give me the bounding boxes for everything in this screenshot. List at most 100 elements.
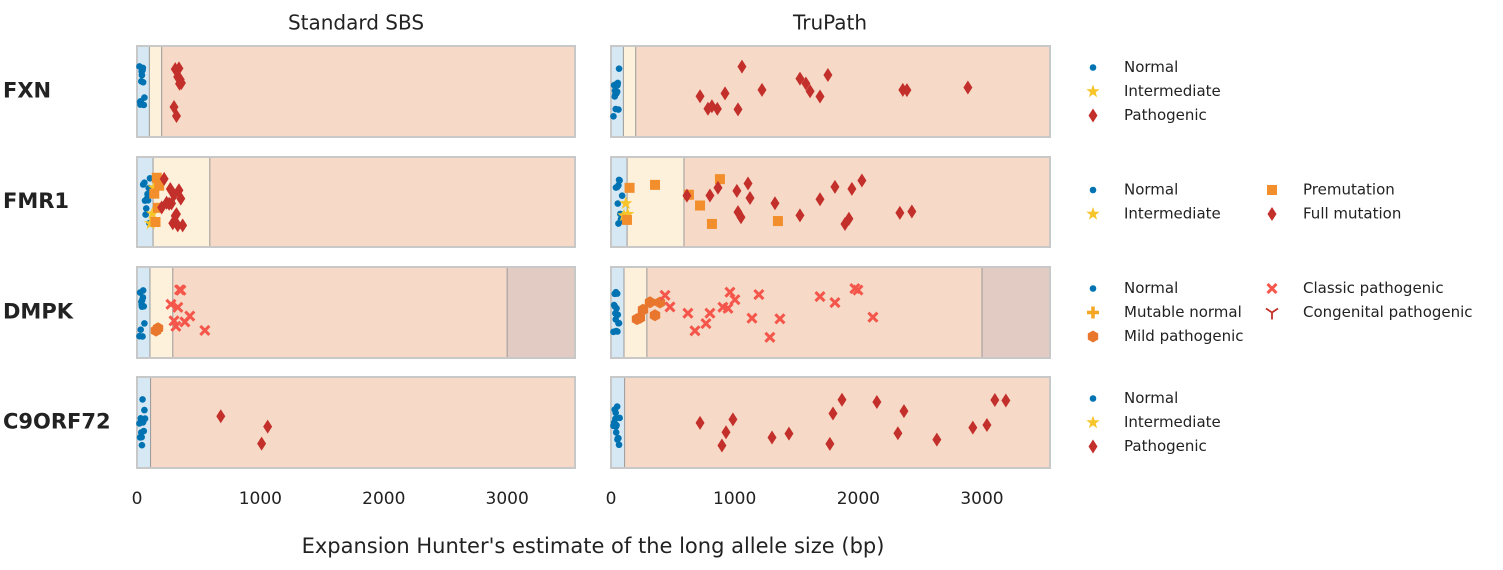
data-point bbox=[795, 71, 805, 86]
data-point bbox=[644, 296, 656, 309]
data-point bbox=[149, 188, 160, 199]
data-point bbox=[720, 86, 730, 101]
data-point bbox=[146, 175, 154, 182]
legend-label: Pathogenic bbox=[1124, 106, 1207, 124]
x-axis-label: Expansion Hunter's estimate of the long … bbox=[302, 534, 885, 558]
data-point bbox=[216, 409, 226, 424]
x-tick-label: 3000 bbox=[486, 489, 529, 509]
region bbox=[172, 267, 508, 358]
data-point bbox=[154, 180, 165, 191]
data-point bbox=[852, 284, 864, 296]
data-point bbox=[728, 412, 738, 427]
legend-label: Normal bbox=[1124, 58, 1178, 76]
panel-frame bbox=[610, 266, 1051, 359]
data-point bbox=[767, 430, 777, 445]
data-point bbox=[612, 90, 620, 97]
data-point bbox=[650, 179, 661, 190]
data-point bbox=[139, 64, 147, 72]
data-point bbox=[139, 287, 147, 294]
data-point bbox=[613, 421, 620, 429]
data-point bbox=[617, 208, 631, 222]
data-point bbox=[612, 316, 619, 323]
data-point bbox=[257, 436, 267, 451]
legend-marker bbox=[1089, 186, 1097, 194]
data-point bbox=[171, 207, 181, 222]
region bbox=[137, 267, 150, 358]
legend-label: Classic pathogenic bbox=[1303, 279, 1444, 297]
legend-marker bbox=[1089, 64, 1097, 71]
data-point bbox=[172, 301, 184, 313]
data-point bbox=[139, 333, 146, 340]
data-point bbox=[682, 188, 692, 203]
data-point bbox=[145, 206, 160, 220]
region bbox=[507, 267, 575, 358]
data-point bbox=[138, 441, 146, 449]
legend-marker bbox=[1086, 207, 1100, 220]
legend-label: Intermediate bbox=[1124, 82, 1221, 100]
legend-marker bbox=[1267, 207, 1277, 221]
data-point bbox=[932, 432, 942, 447]
gene-label: DMPK bbox=[3, 300, 74, 324]
data-point bbox=[753, 288, 765, 301]
legend-marker bbox=[1266, 282, 1278, 295]
data-point bbox=[844, 211, 854, 226]
data-point bbox=[141, 94, 148, 101]
data-point bbox=[141, 320, 148, 327]
data-point bbox=[139, 294, 147, 301]
data-point bbox=[142, 205, 150, 212]
region bbox=[149, 46, 162, 137]
data-point bbox=[695, 415, 705, 430]
data-point bbox=[815, 192, 825, 207]
region bbox=[149, 267, 173, 358]
legend-label: Normal bbox=[1124, 389, 1178, 407]
legend-marker bbox=[1088, 439, 1098, 454]
data-point bbox=[805, 84, 815, 99]
x-tick-label: 3000 bbox=[960, 489, 1003, 509]
data-point bbox=[714, 174, 725, 185]
data-point bbox=[695, 89, 705, 104]
data-point bbox=[173, 218, 183, 233]
data-point bbox=[614, 328, 621, 335]
data-point bbox=[621, 214, 632, 225]
data-point bbox=[168, 315, 180, 327]
legend-label: Mild pathogenic bbox=[1124, 327, 1244, 345]
data-point bbox=[138, 433, 145, 441]
data-point bbox=[706, 218, 717, 229]
data-point bbox=[616, 414, 623, 422]
data-point bbox=[615, 441, 623, 449]
data-point bbox=[151, 172, 162, 183]
data-point bbox=[721, 425, 731, 440]
data-point bbox=[745, 191, 755, 206]
data-point bbox=[902, 83, 912, 98]
region bbox=[981, 267, 1050, 358]
data-point bbox=[837, 392, 847, 407]
region bbox=[635, 46, 1050, 137]
region bbox=[646, 267, 982, 358]
region bbox=[161, 46, 575, 137]
gene-label: C9ORF72 bbox=[3, 410, 111, 434]
region bbox=[627, 157, 684, 247]
data-point bbox=[713, 180, 723, 195]
x-tick-label: 0 bbox=[132, 489, 143, 509]
legend-label: Normal bbox=[1124, 181, 1178, 199]
data-point bbox=[743, 176, 753, 191]
data-point bbox=[621, 207, 635, 220]
data-point bbox=[171, 108, 181, 123]
data-point bbox=[147, 180, 161, 194]
data-point bbox=[722, 302, 734, 314]
data-point bbox=[150, 217, 161, 228]
data-point bbox=[893, 426, 903, 441]
data-point bbox=[801, 76, 811, 91]
region bbox=[137, 46, 150, 137]
data-point bbox=[732, 183, 742, 198]
data-point bbox=[624, 182, 635, 193]
data-point bbox=[968, 420, 978, 435]
data-point bbox=[144, 190, 151, 198]
legend-marker bbox=[1089, 395, 1097, 402]
data-point bbox=[872, 395, 882, 410]
data-point bbox=[895, 205, 905, 220]
data-point bbox=[615, 176, 623, 184]
data-point bbox=[770, 196, 780, 211]
data-point bbox=[963, 80, 973, 95]
